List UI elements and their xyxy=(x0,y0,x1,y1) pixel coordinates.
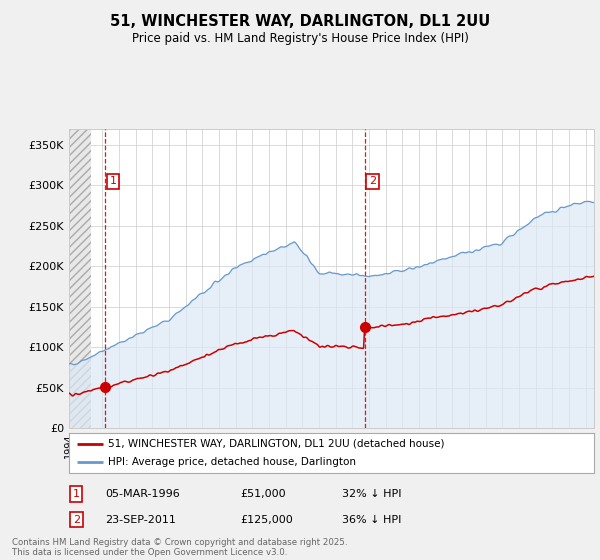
Text: Price paid vs. HM Land Registry's House Price Index (HPI): Price paid vs. HM Land Registry's House … xyxy=(131,32,469,45)
Text: 51, WINCHESTER WAY, DARLINGTON, DL1 2UU: 51, WINCHESTER WAY, DARLINGTON, DL1 2UU xyxy=(110,14,490,29)
Text: Contains HM Land Registry data © Crown copyright and database right 2025.
This d: Contains HM Land Registry data © Crown c… xyxy=(12,538,347,557)
Text: 1: 1 xyxy=(109,176,116,186)
Text: 32% ↓ HPI: 32% ↓ HPI xyxy=(342,489,401,499)
Text: 2: 2 xyxy=(368,176,376,186)
Text: 23-SEP-2011: 23-SEP-2011 xyxy=(105,515,176,525)
Text: 2: 2 xyxy=(73,515,80,525)
Text: £125,000: £125,000 xyxy=(240,515,293,525)
Text: 05-MAR-1996: 05-MAR-1996 xyxy=(105,489,180,499)
Text: £51,000: £51,000 xyxy=(240,489,286,499)
Text: 1: 1 xyxy=(73,489,80,499)
Text: 36% ↓ HPI: 36% ↓ HPI xyxy=(342,515,401,525)
Text: HPI: Average price, detached house, Darlington: HPI: Average price, detached house, Darl… xyxy=(109,458,356,467)
Text: 51, WINCHESTER WAY, DARLINGTON, DL1 2UU (detached house): 51, WINCHESTER WAY, DARLINGTON, DL1 2UU … xyxy=(109,439,445,449)
